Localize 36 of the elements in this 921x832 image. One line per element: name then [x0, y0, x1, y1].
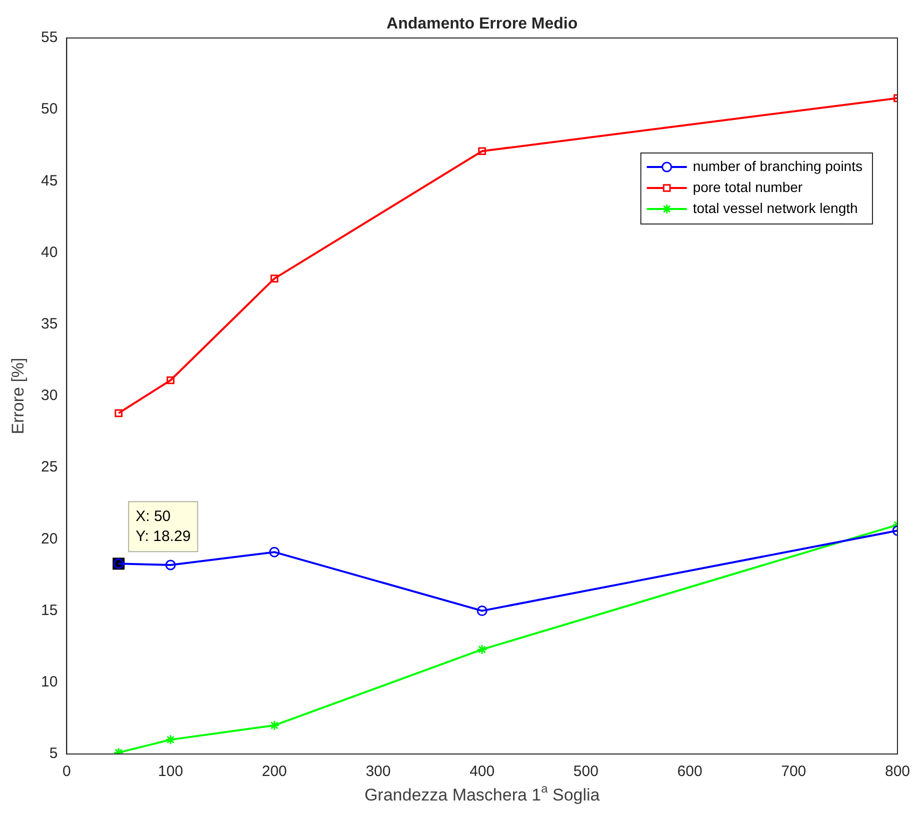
- point: [269, 546, 280, 558]
- x-tick-label: 0: [62, 763, 71, 780]
- y-tick-label: 15: [40, 602, 58, 619]
- x-tick-label: 800: [884, 763, 910, 780]
- y-tick-label: 45: [40, 172, 58, 190]
- point: [114, 409, 123, 418]
- x-tick-label: 700: [781, 763, 806, 780]
- y-tick-label: 5: [49, 745, 58, 762]
- x-tick-label: 300: [366, 763, 391, 780]
- x-tick-label: 200: [262, 763, 287, 780]
- point: [165, 734, 176, 745]
- point: [476, 644, 488, 655]
- y-tick-label: 10: [40, 674, 58, 691]
- point: [165, 560, 176, 570]
- point: [270, 274, 278, 283]
- y-tick-label: 30: [40, 387, 58, 404]
- y-tick-label: 35: [40, 316, 58, 333]
- point: [269, 720, 280, 731]
- legend-label: total vessel network length: [692, 200, 858, 216]
- x-tick-label: 500: [573, 763, 598, 780]
- y-tick-label: 20: [40, 530, 58, 548]
- x-tick-label: 600: [677, 763, 702, 780]
- y-tick-label: 40: [40, 244, 58, 261]
- chart-title: Andamento Errore Medio: [386, 15, 578, 32]
- y-tick-label: 50: [40, 100, 58, 118]
- y-tick-label: 55: [40, 29, 58, 46]
- annotation: X: 50 Y: 18.29: [136, 508, 191, 545]
- y-tick-label: 25: [40, 458, 58, 476]
- y-axis-title: Errore [%]: [8, 358, 28, 434]
- x-tick-label: 400: [470, 763, 495, 780]
- point: [478, 147, 486, 156]
- legend-label: number of branching points: [692, 158, 862, 174]
- x-tick-label: 100: [158, 763, 184, 780]
- legend-label: pore total number: [692, 178, 803, 195]
- point: [476, 606, 488, 616]
- point: [166, 376, 174, 384]
